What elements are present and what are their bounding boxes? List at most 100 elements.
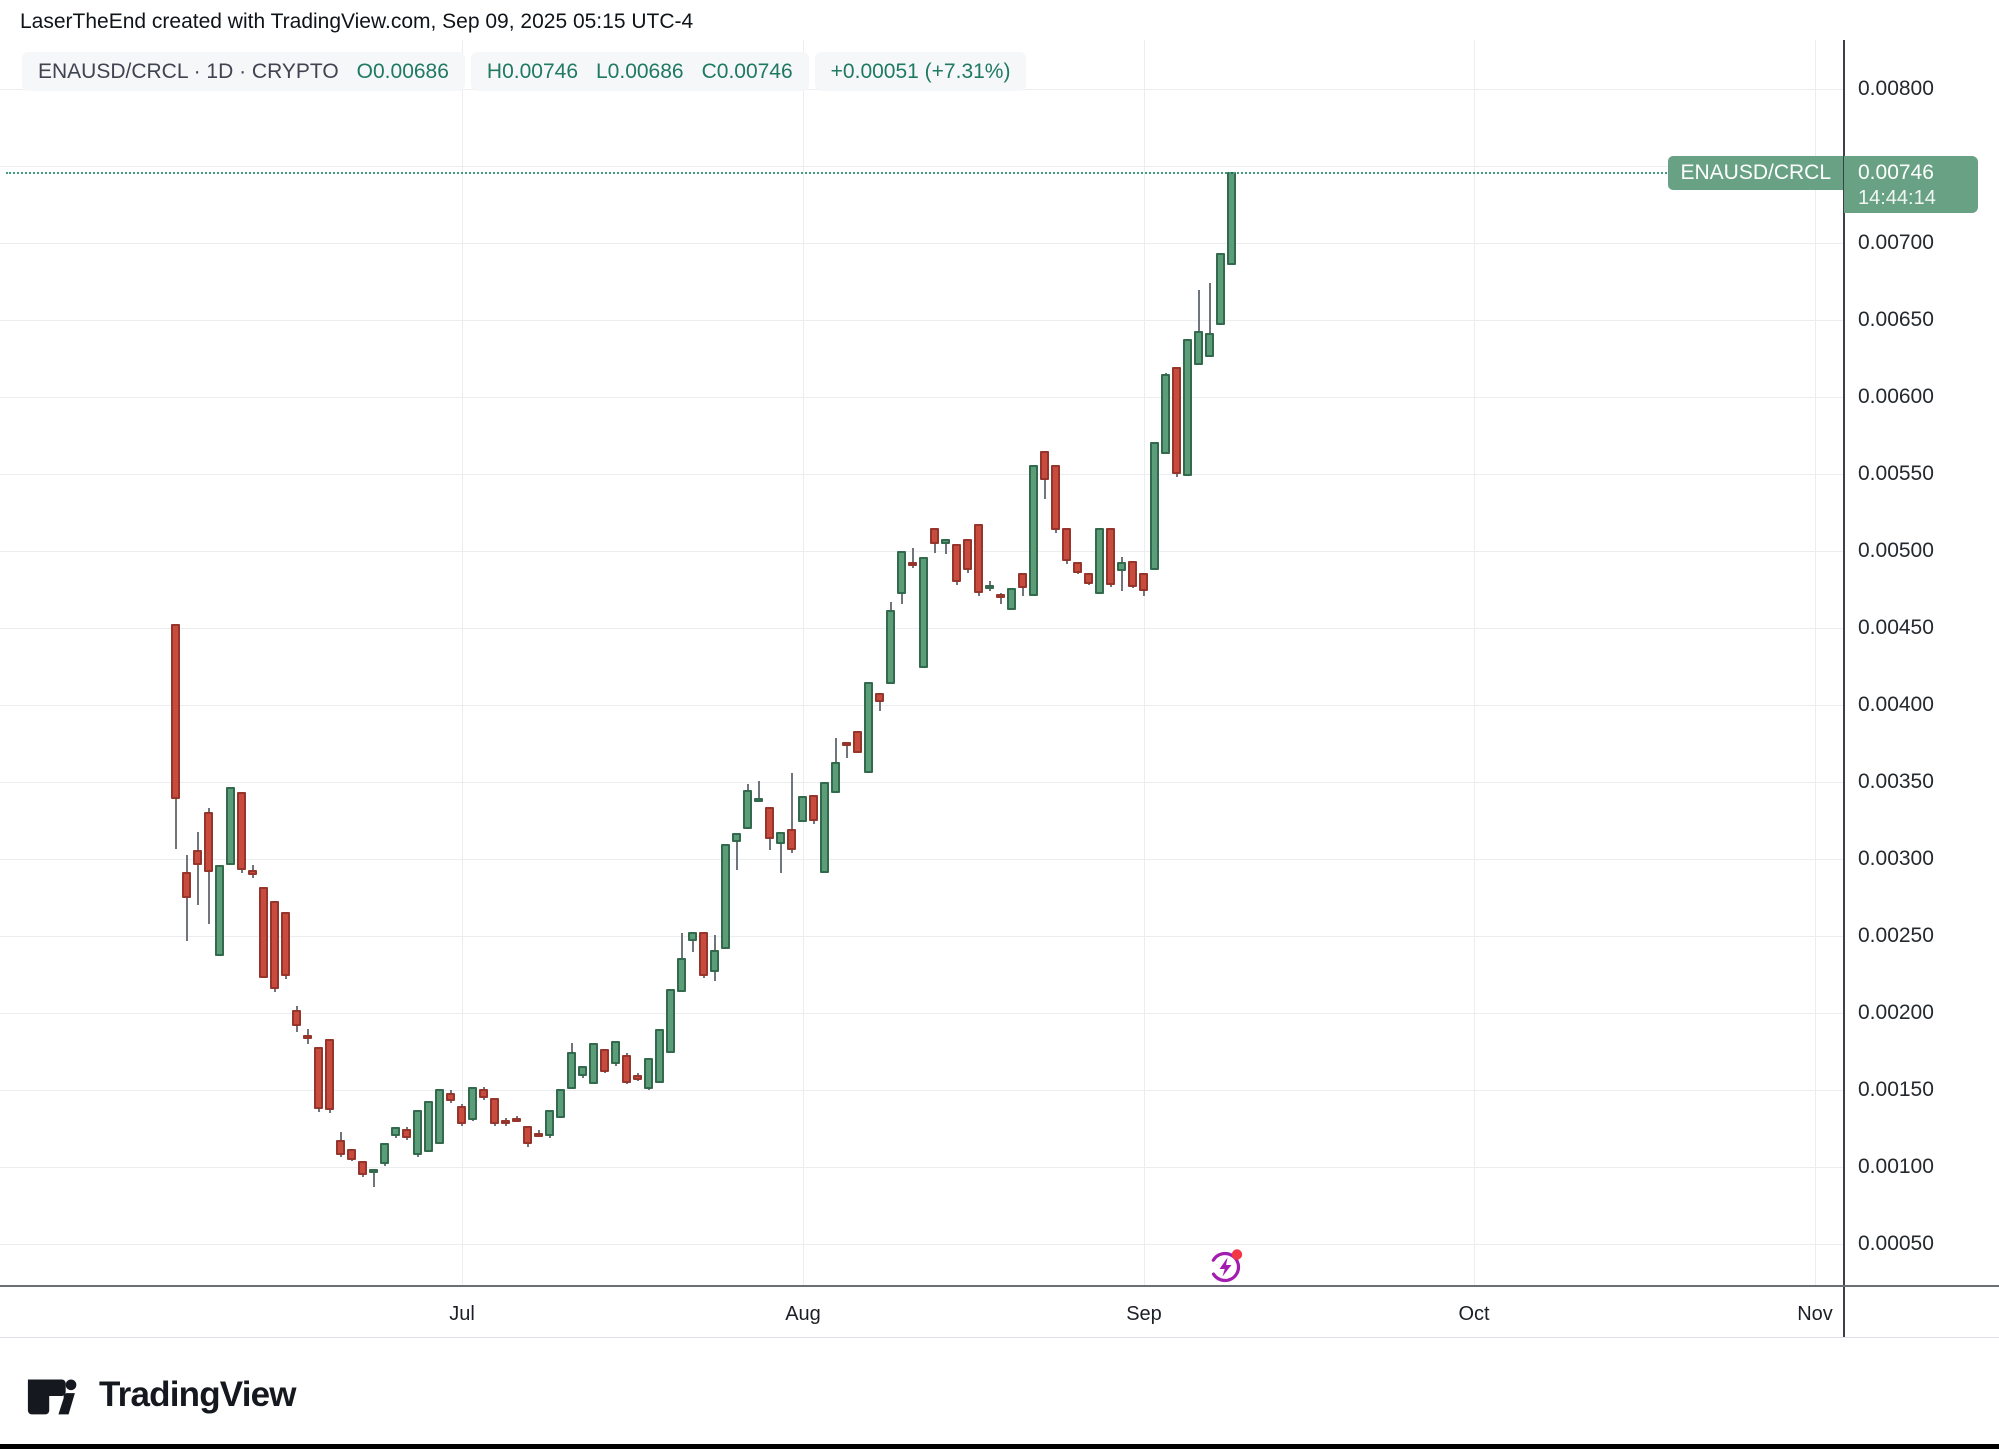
candle-body	[797, 796, 807, 823]
candle-wick	[1000, 592, 1002, 604]
candle-body	[291, 1010, 301, 1026]
price-axis-label: 0.00600	[1858, 385, 1934, 409]
price-axis-label: 0.00350	[1858, 770, 1934, 794]
candle-body	[753, 797, 763, 802]
candle-wick	[197, 831, 199, 906]
candle-body	[1171, 366, 1181, 475]
candle-wick	[758, 780, 760, 801]
candle-body	[1193, 331, 1203, 365]
candle-body	[1105, 528, 1115, 586]
candle-body	[599, 1048, 609, 1072]
candle-body	[1138, 572, 1148, 592]
candle-body	[676, 957, 686, 992]
price-axis-label: 0.00700	[1858, 231, 1934, 255]
chart-pane[interactable]	[0, 40, 1843, 1286]
price-axis-label: 0.00500	[1858, 539, 1934, 563]
candle-body	[863, 682, 873, 774]
candle-body	[1127, 560, 1137, 587]
legend-hlc-pill[interactable]: H0.00746 L0.00686 C0.00746	[470, 52, 809, 91]
gridline-horizontal	[0, 320, 1843, 322]
candle-body	[929, 528, 939, 544]
candle-body	[368, 1168, 378, 1174]
candle-body	[819, 782, 829, 874]
candle-wick	[846, 742, 848, 758]
candle-body	[1094, 528, 1104, 595]
event-marker[interactable]	[1206, 1246, 1246, 1286]
candle-body	[665, 988, 675, 1054]
candle-body	[522, 1125, 532, 1145]
gridline-horizontal	[0, 243, 1843, 245]
price-axis-label: 0.00250	[1858, 924, 1934, 948]
candle-wick	[791, 773, 793, 854]
legend-open-value: O0.00686	[356, 59, 449, 83]
candle-wick	[1121, 557, 1123, 592]
candle-body	[654, 1028, 664, 1083]
candle-body	[1028, 465, 1038, 596]
gridline-horizontal	[0, 705, 1843, 707]
candle-body	[236, 791, 246, 871]
tradingview-logo-mark	[27, 1379, 77, 1415]
candle-body	[423, 1101, 433, 1152]
candle-body	[709, 950, 719, 972]
candle-body	[830, 762, 840, 794]
candle-body	[500, 1119, 510, 1125]
candle-body	[258, 887, 268, 978]
candle-body	[1061, 528, 1071, 561]
candle-body	[379, 1142, 389, 1165]
candle-body	[588, 1042, 598, 1085]
price-axis-label: 0.00200	[1858, 1001, 1934, 1025]
candle-body	[698, 931, 708, 977]
legend-symbol-pill[interactable]: ENAUSD/CRCL · 1D · CRYPTO O0.00686	[22, 52, 465, 91]
candle-body	[313, 1047, 323, 1109]
price-axis-label: 0.00400	[1858, 693, 1934, 717]
candle-body	[951, 543, 961, 583]
candle-body	[280, 911, 290, 977]
candle-body	[1215, 252, 1225, 325]
candle-body	[412, 1110, 422, 1155]
bottom-divider	[0, 1444, 1999, 1449]
candle-body	[445, 1093, 455, 1102]
candle-body	[357, 1161, 367, 1175]
gridline-vertical	[462, 40, 463, 1286]
candle-body	[643, 1057, 653, 1089]
last-price-value: 0.00746	[1858, 160, 1934, 184]
candle-body	[841, 742, 851, 747]
candle-wick	[373, 1168, 375, 1188]
candle-body	[852, 731, 862, 754]
time-axis-label: Sep	[1126, 1303, 1162, 1325]
legend-change-pill[interactable]: +0.00051 (+7.31%)	[814, 52, 1027, 91]
gridline-vertical	[803, 40, 804, 1286]
gridline-vertical	[1474, 40, 1475, 1286]
candle-wick	[186, 854, 188, 941]
candle-body	[181, 871, 191, 898]
candle-body	[302, 1034, 312, 1039]
gridline-horizontal	[0, 1244, 1843, 1246]
candle-body	[742, 790, 752, 829]
candle-body	[995, 594, 1005, 599]
candle-body	[269, 900, 279, 989]
last-price-symbol-tag: ENAUSD/CRCL	[1668, 156, 1843, 191]
candle-body	[687, 931, 697, 941]
candle-body	[1116, 562, 1126, 572]
candle-body	[478, 1088, 488, 1098]
gridline-horizontal	[0, 1013, 1843, 1015]
candle-body	[577, 1065, 587, 1077]
candle-body	[973, 523, 983, 593]
candle-body	[456, 1105, 466, 1125]
tradingview-logo[interactable]: TradingView	[25, 1372, 297, 1418]
candle-body	[1204, 332, 1214, 358]
candle-wick	[879, 692, 881, 712]
candle-wick	[1209, 283, 1211, 358]
candle-body	[1050, 465, 1060, 530]
gridline-horizontal	[0, 397, 1843, 399]
candle-body	[786, 828, 796, 851]
candle-wick	[1198, 289, 1200, 365]
candle-body	[720, 843, 730, 949]
candle-body	[192, 850, 202, 866]
last-price-label[interactable]: 0.00746 14:44:14	[1844, 156, 1978, 214]
gridline-horizontal	[0, 1090, 1843, 1092]
candle-body	[885, 609, 895, 684]
gridline-horizontal	[0, 166, 1843, 168]
price-axis-label: 0.00450	[1858, 616, 1934, 640]
candle-body	[247, 870, 257, 875]
